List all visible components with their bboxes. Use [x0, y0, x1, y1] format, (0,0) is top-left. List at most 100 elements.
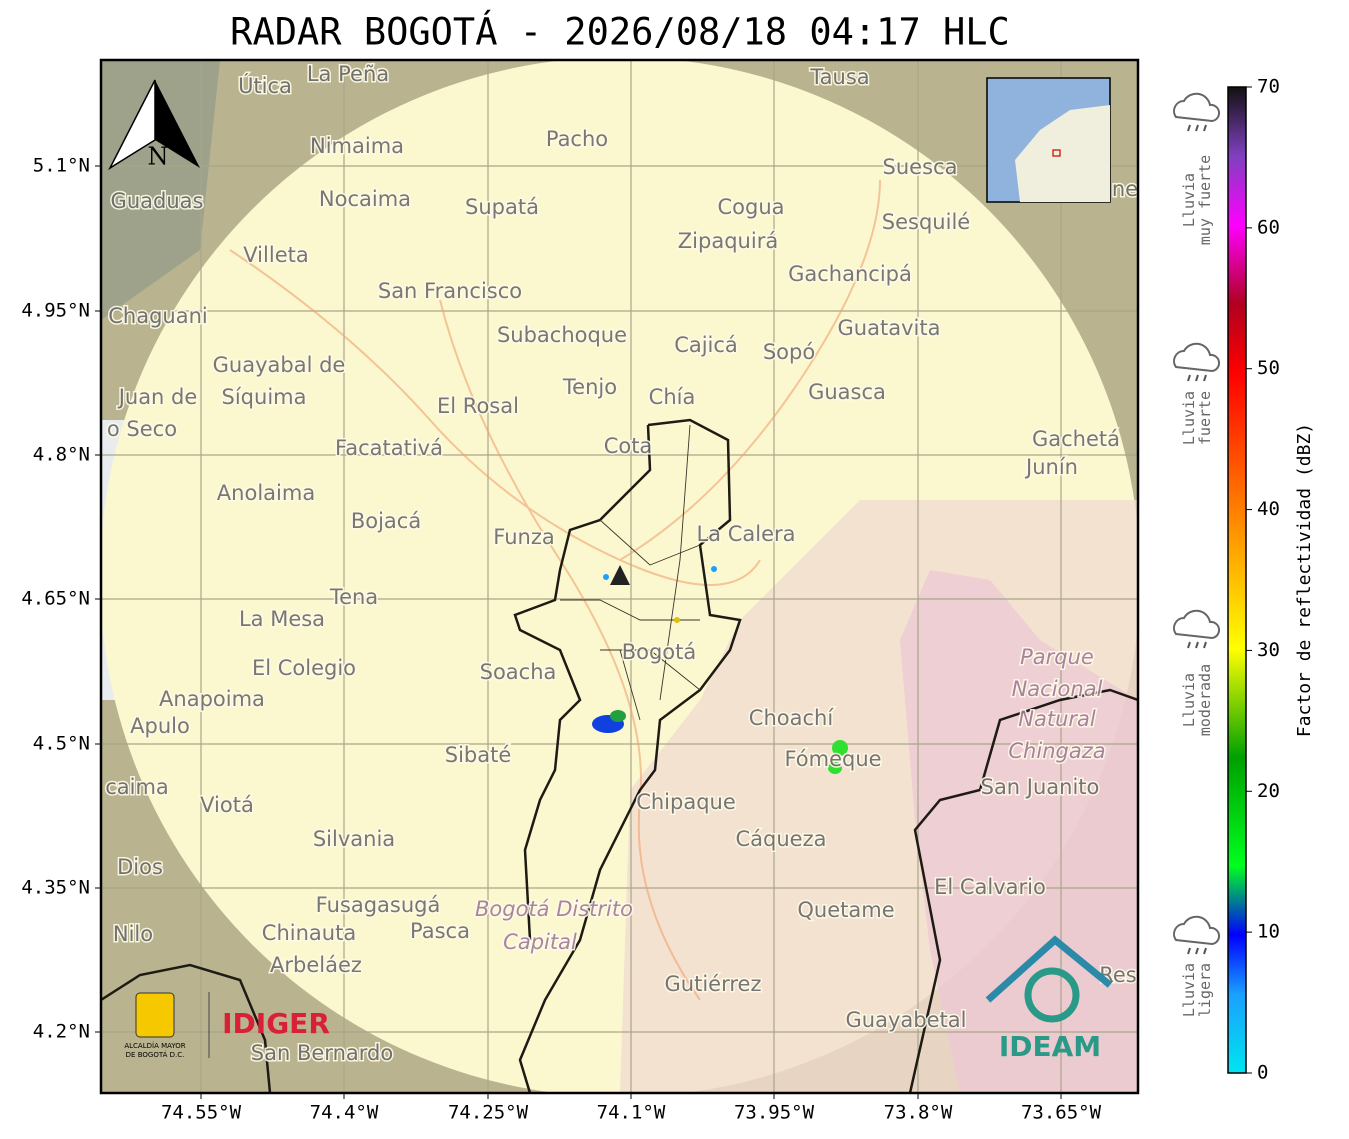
place-label: Soacha	[480, 660, 557, 684]
park-label: Nacional	[1012, 677, 1103, 701]
park-label: Natural	[1018, 707, 1096, 731]
place-label: Nocaima	[319, 187, 411, 211]
colorbar-tick-label: 40	[1257, 498, 1280, 520]
colorbar-tick-label: 70	[1257, 76, 1280, 98]
place-label: Bojacá	[351, 509, 421, 533]
y-tick-label: 5.1°N	[33, 155, 90, 177]
place-label: Guayabetal	[846, 1008, 967, 1032]
graticule	[101, 60, 1138, 1093]
place-label: caima	[105, 775, 169, 799]
place-label: El Colegio	[252, 656, 356, 680]
compass: N	[108, 79, 200, 171]
place-label: Zipaquirá	[678, 229, 778, 253]
alcaldia-text: DE BOGOTÁ D.C.	[126, 1050, 185, 1059]
place-labels: La Peña Útica Tausa Pacho Nimaima Guaduas Noca…	[104, 61, 1138, 1067]
place-label: Guasca	[808, 380, 886, 404]
rain-label: ligera	[1196, 963, 1214, 1017]
radar-site	[610, 565, 630, 585]
x-tick-label: 74.55°W	[161, 1102, 242, 1124]
place-label: Guatavita	[838, 316, 941, 340]
rain-label: moderada	[1196, 664, 1214, 736]
colorbar-tick-label: 20	[1257, 780, 1280, 802]
rain-drops	[1187, 641, 1207, 649]
place-label: Tenjo	[562, 375, 617, 399]
rain-label: Lluvia	[1180, 673, 1198, 727]
place-label: Tausa	[809, 65, 869, 89]
x-tick-label: 73.65°W	[1021, 1102, 1102, 1124]
place-label: Pacho	[546, 127, 608, 151]
place-label: Chinauta	[262, 921, 356, 945]
place-label: Nilo	[113, 922, 153, 946]
rain-drops	[1187, 124, 1207, 132]
place-label: Gutiérrez	[665, 972, 762, 996]
place-label: Sopó	[763, 340, 815, 364]
place-label: Chía	[649, 385, 696, 409]
axis-ticks: 74.55°W 74.4°W 74.25°W 74.1°W 73.95°W 73.8°W 7…	[21, 155, 1101, 1124]
place-label: Síquima	[222, 385, 307, 409]
place-label: La Calera	[696, 522, 795, 546]
x-tick-label: 73.8°W	[884, 1102, 953, 1124]
place-label: Junín	[1024, 455, 1078, 479]
colorbar-tick-label: 30	[1257, 639, 1280, 661]
cloud-icon	[1173, 915, 1221, 946]
idiger-logo: IDIGER	[222, 1007, 330, 1040]
rain-label: Lluvia	[1180, 391, 1198, 445]
place-label: La Peña	[307, 62, 389, 86]
cloud-icon	[1173, 342, 1221, 373]
y-tick-label: 4.5°N	[33, 733, 90, 755]
place-label: ne	[1112, 177, 1138, 201]
place-label: Cogua	[717, 195, 784, 219]
colorbar-ticks: 0 10 20 30 40 50 60 70	[1246, 76, 1280, 1084]
place-label: Pasca	[410, 919, 470, 943]
colorbar-tick-label: 60	[1257, 216, 1280, 238]
roads	[229, 179, 881, 1001]
district-label: Capital	[503, 930, 577, 954]
localities	[560, 424, 701, 721]
place-label: Choachí	[749, 706, 835, 730]
x-tick-label: 74.25°W	[448, 1102, 529, 1124]
map: La Peña Útica Tausa Pacho Nimaima Guaduas Noca…	[101, 60, 1138, 1093]
place-label: Útica	[238, 73, 292, 98]
place-label: Quetame	[797, 898, 894, 922]
place-label: San Juanito	[981, 775, 1100, 799]
place-label: Apulo	[130, 714, 190, 738]
place-label: Silvania	[313, 827, 395, 851]
rain-drops	[1187, 374, 1207, 382]
place-label: Funza	[493, 525, 554, 549]
alcaldia-text: ALCALDÍA MAYOR	[124, 1041, 185, 1050]
rain-label: muy fuerte	[1196, 155, 1214, 245]
place-label: Cáqueza	[736, 827, 827, 851]
colorbar-tick-label: 10	[1257, 921, 1280, 943]
colorbar	[1227, 86, 1247, 1074]
place-label: o Seco	[107, 417, 177, 441]
north-label: N	[148, 143, 169, 171]
alcaldia-logo: ALCALDÍA MAYOR DE BOGOTÁ D.C. IDIGER	[124, 992, 330, 1059]
place-label: Anapoima	[159, 687, 265, 711]
place-label: Arbeláez	[270, 953, 362, 977]
rain-label: fuerte	[1196, 391, 1214, 445]
x-tick-label: 73.95°W	[734, 1102, 815, 1124]
district-label: Bogotá Distrito	[475, 897, 633, 921]
radar-echoes	[592, 566, 848, 774]
colorbar-tick-label: 0	[1257, 1062, 1268, 1084]
place-label: Cota	[604, 434, 653, 458]
title: RADAR BOGOTÁ - 2026/08/18 04:17 HLC	[230, 10, 1010, 54]
place-label: Res	[1099, 963, 1137, 987]
place-label: Anolaima	[217, 481, 315, 505]
place-label: Bogotá	[622, 640, 697, 664]
rain-drops	[1187, 947, 1207, 955]
y-tick-label: 4.8°N	[33, 444, 90, 466]
place-label: Guayabal de	[213, 353, 346, 377]
colorbar-label: Factor de reflectividad (dBZ)	[1294, 423, 1315, 737]
place-label: Supatá	[465, 195, 539, 219]
place-label: Sibaté	[445, 743, 512, 767]
park-label: Chingaza	[1008, 739, 1105, 763]
y-tick-label: 4.65°N	[21, 588, 90, 610]
place-label: Fómeque	[784, 747, 881, 771]
place-label: La Mesa	[239, 607, 325, 631]
